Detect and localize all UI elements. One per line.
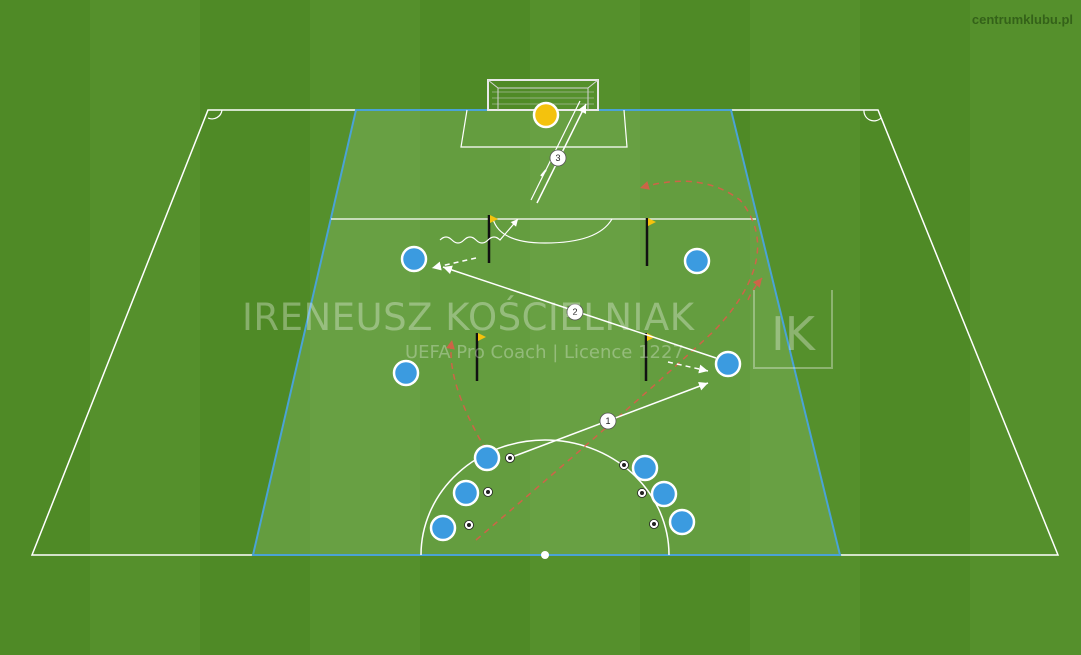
player-queue-right-3 [668, 508, 696, 536]
corner-arc-right [863, 109, 882, 122]
flag-pole-mid-left [475, 333, 486, 381]
run-line-red-right [747, 277, 763, 301]
svg-text:IK: IK [771, 307, 817, 361]
ball-1 [505, 453, 515, 463]
watermark-subtitle: UEFA Pro Coach | Licence 1227 [405, 342, 684, 363]
goalkeeper [532, 101, 560, 129]
player-queue-left-1 [473, 444, 501, 472]
goal-area-box [460, 109, 628, 148]
player-queue-left-3 [429, 514, 457, 542]
ball-6 [649, 519, 659, 529]
shot-small-dash [540, 169, 547, 177]
pass-number-3: 3 [549, 149, 567, 167]
run-line-red-left [446, 339, 487, 451]
player-queue-right-2 [650, 480, 678, 508]
player-mid-left [392, 359, 420, 387]
run-line-red-big [475, 180, 759, 541]
divider-arc [492, 218, 613, 244]
player-queue-right-1 [631, 454, 659, 482]
ball-4 [619, 460, 629, 470]
dribble-line [439, 218, 519, 244]
flag-pole-top-right [645, 218, 656, 266]
ball-2 [483, 487, 493, 497]
player-top-left [400, 245, 428, 273]
svg-text:1: 1 [605, 416, 610, 426]
lay-off-dashed-right [667, 361, 709, 374]
corner-arc-left [207, 109, 223, 120]
ball-5 [637, 488, 647, 498]
site-brand[interactable]: centrumklubu.pl [971, 12, 1073, 27]
lay-off-dashed-left [431, 257, 477, 271]
center-spot [541, 551, 549, 559]
pass-number-1: 1 [599, 412, 617, 430]
player-mid-right [714, 350, 742, 378]
svg-text:2: 2 [572, 307, 577, 317]
pass-number-2: 2 [566, 303, 584, 321]
player-queue-left-2 [452, 479, 480, 507]
training-zone [251, 109, 842, 556]
watermark-name: IRENEUSZ KOŚCIELNIAK [242, 296, 695, 339]
svg-text:3: 3 [555, 153, 560, 163]
ball-3 [464, 520, 474, 530]
player-top-right [683, 247, 711, 275]
ik-logo-watermark: IK [753, 290, 833, 369]
